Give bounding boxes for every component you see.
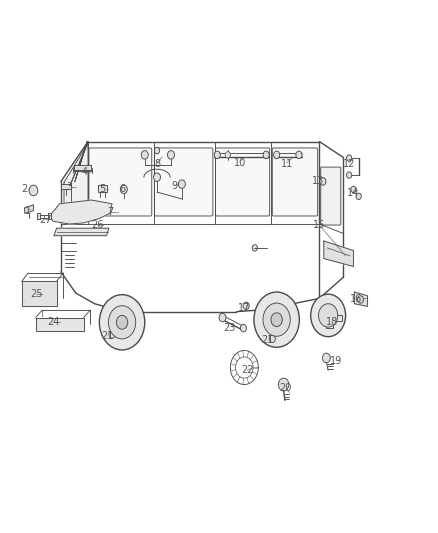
Text: 13: 13	[312, 176, 325, 187]
Circle shape	[154, 148, 159, 154]
FancyBboxPatch shape	[215, 148, 270, 216]
Circle shape	[153, 173, 160, 181]
Text: 20: 20	[279, 383, 292, 393]
Text: 7: 7	[108, 207, 114, 217]
Circle shape	[263, 151, 269, 159]
Polygon shape	[25, 205, 33, 213]
Text: 27: 27	[39, 215, 52, 225]
Polygon shape	[75, 142, 87, 181]
FancyBboxPatch shape	[321, 167, 341, 225]
Circle shape	[219, 313, 226, 322]
Circle shape	[279, 378, 289, 391]
Text: 9: 9	[171, 181, 177, 191]
Text: 23: 23	[224, 322, 236, 333]
Text: 24: 24	[47, 317, 59, 327]
Circle shape	[318, 304, 338, 327]
Text: 3: 3	[67, 182, 73, 192]
Text: 16: 16	[350, 294, 363, 304]
Circle shape	[252, 245, 258, 251]
Circle shape	[311, 294, 346, 337]
Polygon shape	[64, 143, 88, 224]
Text: 6: 6	[119, 184, 125, 195]
Circle shape	[109, 331, 115, 338]
Circle shape	[254, 292, 299, 348]
Circle shape	[117, 316, 128, 329]
Polygon shape	[324, 241, 353, 266]
Text: 21: 21	[102, 330, 114, 341]
Circle shape	[178, 180, 185, 188]
Text: 21: 21	[262, 335, 274, 345]
Text: 5: 5	[99, 184, 105, 194]
Text: 26: 26	[92, 220, 104, 230]
Circle shape	[351, 186, 356, 192]
Bar	[61, 184, 71, 189]
Bar	[48, 213, 51, 219]
Bar	[37, 213, 40, 219]
Text: 19: 19	[330, 356, 342, 366]
Circle shape	[109, 306, 136, 339]
Text: 15: 15	[313, 220, 325, 230]
Circle shape	[346, 172, 352, 178]
Circle shape	[296, 151, 302, 159]
Polygon shape	[54, 228, 109, 236]
Circle shape	[99, 295, 145, 350]
Text: 14: 14	[347, 188, 360, 198]
Text: 12: 12	[343, 159, 355, 169]
Text: 1: 1	[25, 206, 31, 216]
Circle shape	[225, 152, 230, 158]
Circle shape	[274, 151, 280, 159]
Text: 4: 4	[81, 167, 88, 177]
Polygon shape	[326, 316, 342, 328]
Text: 8: 8	[154, 159, 160, 169]
Circle shape	[271, 313, 283, 327]
Circle shape	[120, 185, 127, 193]
Text: 17: 17	[238, 303, 251, 313]
Circle shape	[243, 302, 249, 310]
Circle shape	[357, 296, 364, 303]
Circle shape	[356, 193, 361, 199]
Circle shape	[263, 303, 290, 336]
FancyBboxPatch shape	[272, 148, 318, 216]
Text: 18: 18	[325, 317, 338, 327]
Text: 2: 2	[21, 184, 28, 195]
Circle shape	[320, 177, 326, 185]
Circle shape	[346, 155, 352, 161]
Circle shape	[167, 151, 174, 159]
Bar	[74, 165, 91, 169]
FancyBboxPatch shape	[89, 148, 152, 216]
Polygon shape	[354, 292, 367, 306]
Circle shape	[141, 151, 148, 159]
Polygon shape	[35, 318, 84, 332]
Circle shape	[269, 335, 276, 343]
Circle shape	[240, 325, 247, 332]
Circle shape	[29, 185, 38, 196]
FancyBboxPatch shape	[154, 148, 213, 216]
Text: 22: 22	[241, 365, 254, 375]
Polygon shape	[21, 281, 57, 306]
Polygon shape	[49, 200, 112, 224]
Text: 25: 25	[30, 289, 43, 299]
Circle shape	[214, 151, 220, 159]
Bar	[98, 185, 107, 192]
Circle shape	[322, 353, 330, 363]
Text: 10: 10	[234, 158, 246, 168]
Text: 11: 11	[281, 159, 293, 169]
